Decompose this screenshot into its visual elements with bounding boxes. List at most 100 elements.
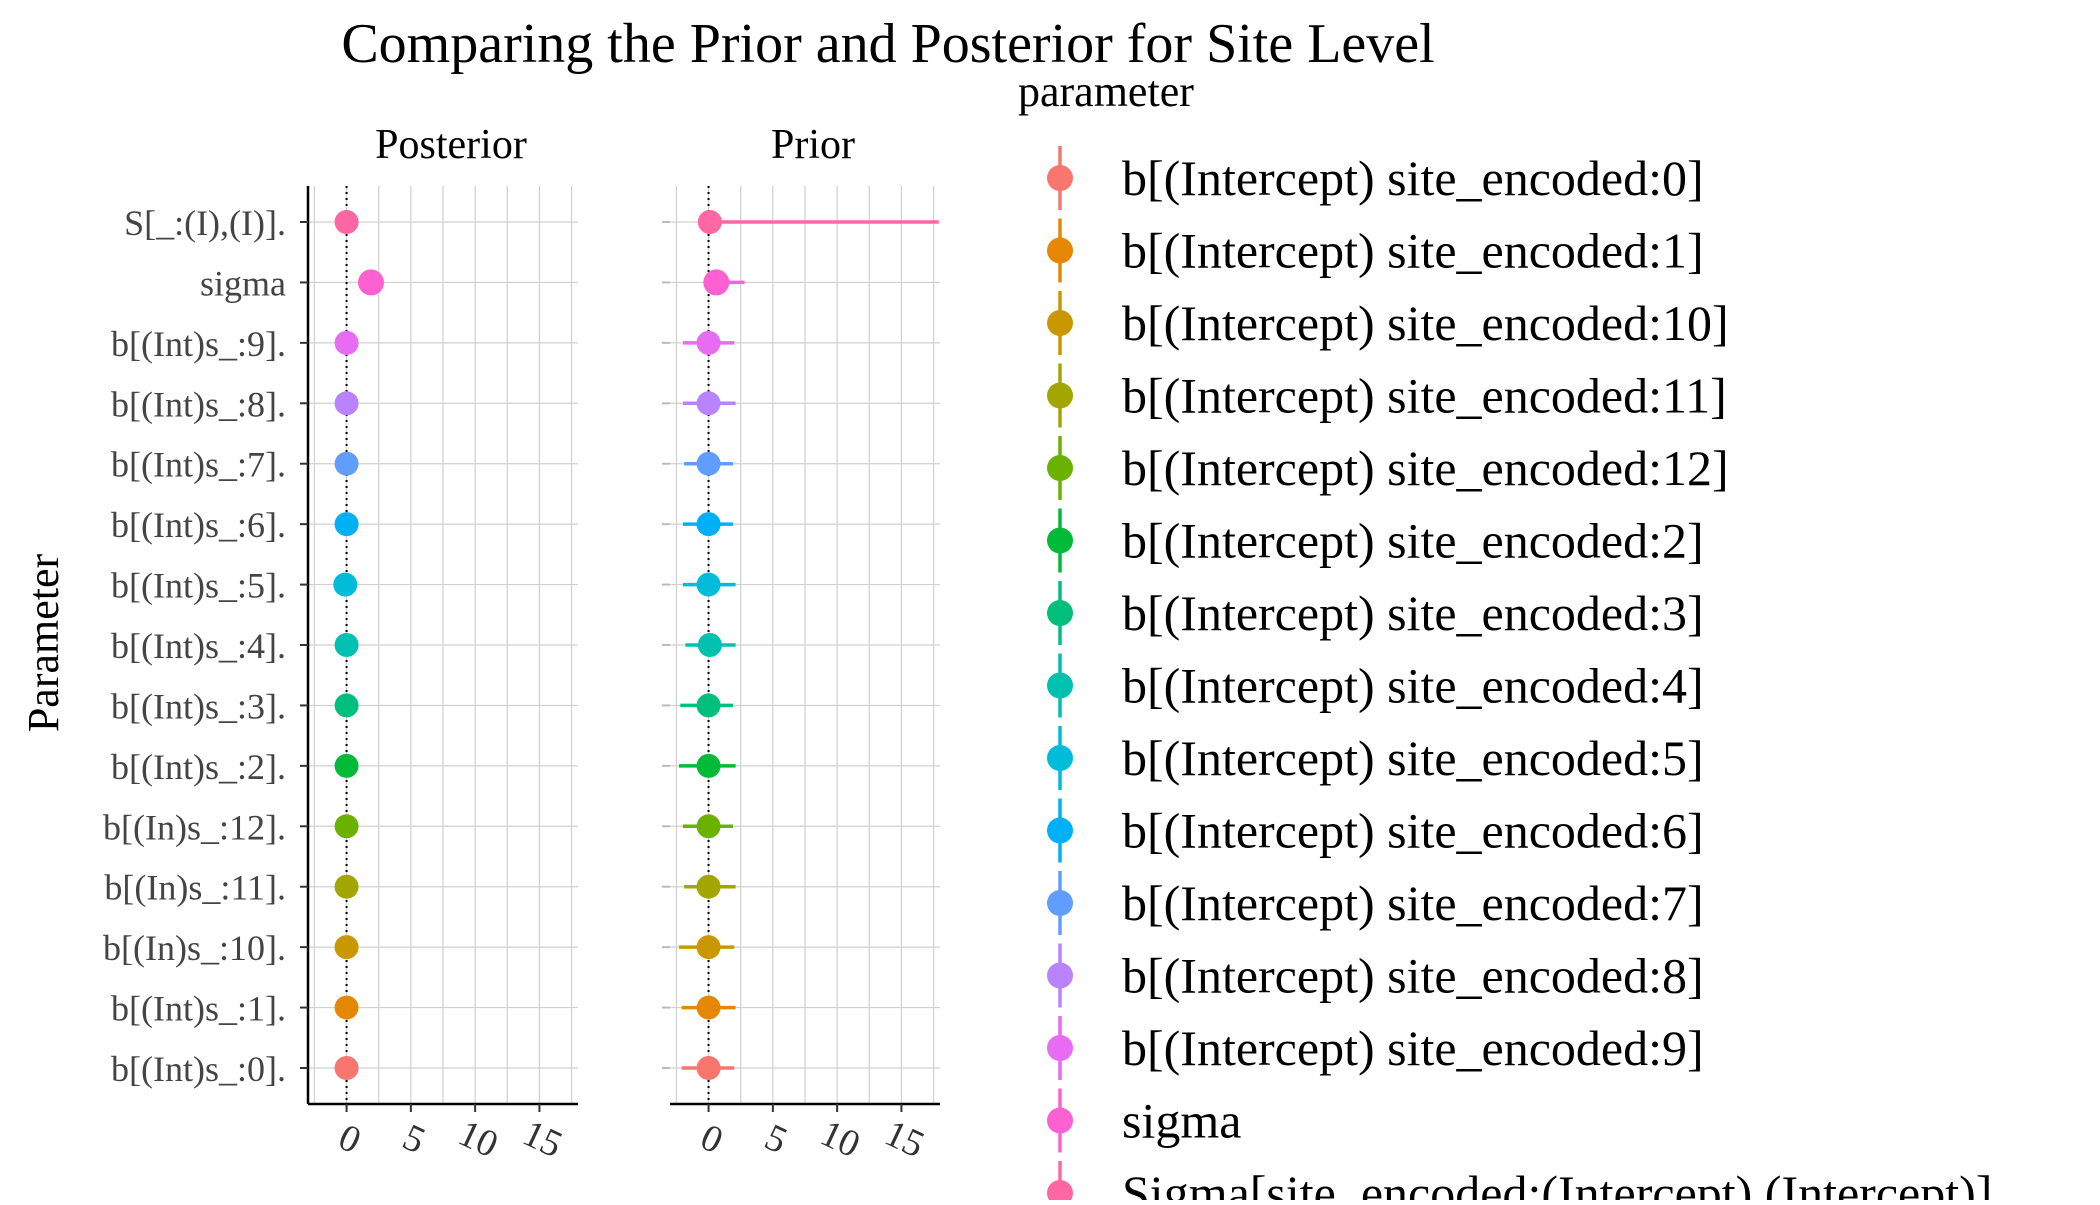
point-marker <box>334 935 359 960</box>
legend-label: b[(Intercept) site_encoded:1] <box>1122 223 1704 279</box>
point-marker <box>358 269 384 296</box>
y-tick-label: sigma <box>200 263 286 303</box>
legend-key-point <box>1047 527 1073 554</box>
y-tick-label: b[(In)s_:12]. <box>103 807 286 847</box>
panel-title: Prior <box>771 122 855 168</box>
point-marker <box>333 572 358 597</box>
point-marker <box>703 269 730 296</box>
point-marker <box>334 874 359 899</box>
legend-label: b[(Intercept) site_encoded:4] <box>1122 658 1704 714</box>
y-axis-label: Parameter <box>19 553 68 732</box>
y-tick-label: b[(Int)s_:3]. <box>111 686 286 726</box>
point-marker <box>696 693 721 718</box>
legend-key-point <box>1047 745 1073 771</box>
y-tick-label: b[(Int)s_:5]. <box>111 566 286 606</box>
y-tick-label: b[(Int)s_:6]. <box>111 505 286 545</box>
legend-key-point <box>1047 1107 1073 1134</box>
x-tick-label: 15 <box>878 1112 930 1166</box>
legend-label: Sigma[site_encoded:(Intercept),(Intercep… <box>1122 1165 1992 1200</box>
point-marker <box>334 210 359 234</box>
legend-item: Sigma[site_encoded:(Intercept),(Intercep… <box>1047 1161 1992 1205</box>
point-marker <box>334 995 359 1020</box>
point-marker <box>334 391 359 416</box>
point-marker <box>334 814 359 839</box>
legend-item: b[(Intercept) site_encoded:11] <box>1047 363 1727 428</box>
legend-item: b[(Intercept) site_encoded:7] <box>1047 871 1704 935</box>
point-marker <box>696 874 721 899</box>
y-tick-label: b[(Int)s_:7]. <box>111 445 286 485</box>
point-marker <box>696 1056 721 1080</box>
legend-key-point <box>1047 672 1073 699</box>
point-marker <box>334 693 359 718</box>
legend-item: b[(Intercept) site_encoded:5] <box>1047 726 1704 790</box>
x-tick-label: 0 <box>332 1116 367 1162</box>
point-marker <box>697 210 722 234</box>
legend-label: b[(Intercept) site_encoded:8] <box>1122 948 1704 1004</box>
legend-key-point <box>1047 817 1073 844</box>
legend-item: b[(Intercept) site_encoded:8] <box>1047 943 1704 1008</box>
legend-label: b[(Intercept) site_encoded:3] <box>1122 585 1704 641</box>
legend-label: b[(Intercept) site_encoded:7] <box>1122 875 1704 931</box>
y-tick-label: b[(Int)s_:0]. <box>111 1049 286 1089</box>
x-tick-label: 5 <box>758 1116 793 1162</box>
legend-key-point <box>1047 165 1073 191</box>
point-marker <box>334 753 359 778</box>
point-marker <box>334 633 359 657</box>
y-tick-label: S[_:(I),(I)]. <box>124 203 286 243</box>
point-marker <box>334 330 359 355</box>
x-tick-label: 10 <box>814 1112 866 1166</box>
legend-label: b[(Intercept) site_encoded:6] <box>1122 803 1704 859</box>
point-marker <box>696 814 721 839</box>
legend-item: b[(Intercept) site_encoded:4] <box>1047 653 1704 718</box>
point-marker <box>696 995 721 1020</box>
x-tick-label: 0 <box>694 1116 729 1162</box>
legend-item: b[(Intercept) site_encoded:10] <box>1047 291 1729 355</box>
panel-prior: Prior 0 5 10 15 <box>662 122 940 1166</box>
legend-label: b[(Intercept) site_encoded:12] <box>1122 440 1729 496</box>
point-marker <box>696 330 721 355</box>
panel-posterior: Posterior 0 5 10 15 S[_:(I),(I)].sigma b[(Int)… <box>103 122 578 1166</box>
x-tick-label: 10 <box>452 1112 504 1166</box>
point-marker <box>696 572 721 597</box>
point-marker <box>334 512 359 537</box>
panel-title: Posterior <box>375 122 527 168</box>
legend-key-point <box>1047 310 1073 336</box>
legend-title: parameter <box>1018 67 1194 116</box>
legend-key-point <box>1047 455 1073 481</box>
legend-item: b[(Intercept) site_encoded:6] <box>1047 798 1704 863</box>
legend-key-point <box>1047 600 1073 626</box>
legend-item: sigma <box>1047 1088 1241 1153</box>
point-marker <box>697 633 722 657</box>
y-tick-label: b[(Int)s_:8]. <box>111 384 286 424</box>
point-marker <box>334 451 359 476</box>
legend-key-point <box>1047 237 1073 264</box>
y-tick-label: b[(Int)s_:2]. <box>111 747 286 787</box>
legend-key-point <box>1047 1035 1073 1061</box>
legend-item: b[(Intercept) site_encoded:0] <box>1047 146 1704 210</box>
y-tick-label: b[(In)s_:11]. <box>104 868 286 908</box>
legend-label: b[(Intercept) site_encoded:5] <box>1122 730 1704 786</box>
point-marker <box>696 512 721 537</box>
legend-item: b[(Intercept) site_encoded:3] <box>1047 581 1704 645</box>
x-tick-label: 15 <box>516 1112 568 1166</box>
legend-label: b[(Intercept) site_encoded:11] <box>1122 368 1727 424</box>
legend-key-point <box>1047 382 1073 409</box>
legend-item: b[(Intercept) site_encoded:9] <box>1047 1016 1704 1080</box>
legend-item: b[(Intercept) site_encoded:1] <box>1047 218 1704 283</box>
legend-key-point <box>1047 890 1073 916</box>
legend-label: b[(Intercept) site_encoded:10] <box>1122 295 1729 351</box>
point-marker <box>696 391 721 416</box>
legend-label: sigma <box>1122 1093 1241 1149</box>
legend-label: b[(Intercept) site_encoded:9] <box>1122 1020 1704 1076</box>
y-tick-label: b[(Int)s_:9]. <box>111 324 286 364</box>
legend-item: b[(Intercept) site_encoded:12] <box>1047 436 1729 500</box>
point-marker <box>696 935 721 960</box>
legend-item: b[(Intercept) site_encoded:2] <box>1047 508 1704 573</box>
x-tick-label: 5 <box>396 1116 431 1162</box>
legend-group: b[(Intercept) site_encoded:0] b[(Intercep… <box>1047 146 1992 1205</box>
y-tick-label: b[(In)s_:10]. <box>103 928 286 968</box>
y-tick-label: b[(Int)s_:4]. <box>111 626 286 666</box>
